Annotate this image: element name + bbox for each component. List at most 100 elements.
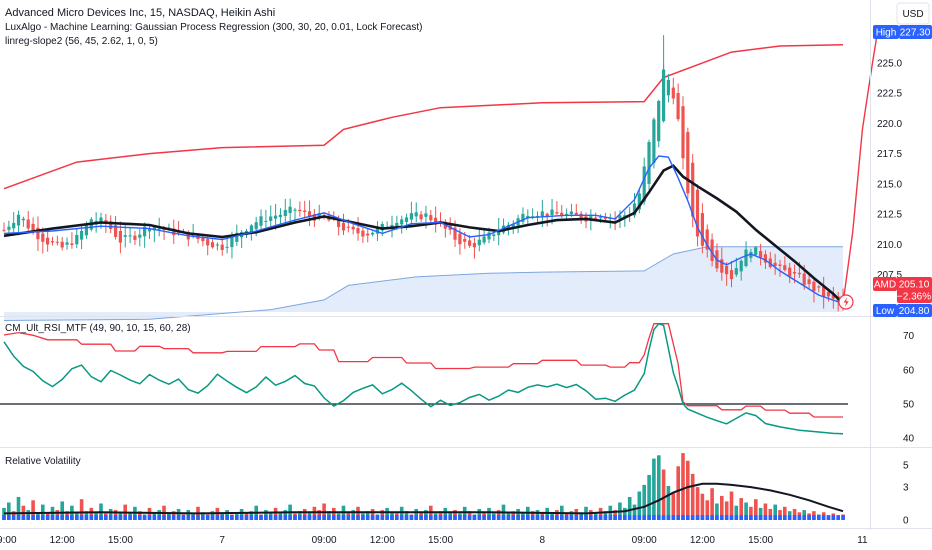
rsi-tick-label: 50 [903,400,915,411]
candle [438,212,443,227]
volatility-bar [356,506,360,520]
chart-title[interactable]: Advanced Micro Devices Inc, 15, NASDAQ, … [5,7,275,19]
volatility-bar [113,510,118,520]
volatility-base-bar [729,515,734,520]
volatility-bar [26,510,30,520]
volatility-bar [555,510,559,520]
volatility-bar [380,510,385,520]
candle [734,257,738,277]
volatility-tick-label: 3 [903,483,909,494]
time-tick-label: 09:00 [0,535,17,546]
volatility-base-bar [681,515,685,520]
volatility-base-bar [496,515,501,520]
volatility-base-bar [65,515,69,520]
candle [773,253,777,275]
volatility-bar [317,510,321,520]
volatility-base-bar [690,515,695,520]
volatility-base-bar [118,515,123,520]
volatility-base-bar [196,515,200,520]
volatility-base-bar [220,515,224,520]
volatility-base-bar [254,515,258,520]
volatility-bar [31,500,35,520]
volatility-base-bar [36,515,40,520]
volatility-base-bar [516,515,520,520]
volatility-base-bar [181,515,186,520]
candle [60,237,64,251]
volatility-bar [55,510,60,520]
volatility-bar [589,510,593,520]
candle [526,209,530,225]
candle [501,218,506,235]
volatility-base-bar [487,515,491,520]
volatility-base-bar [807,515,811,520]
volatility-base-bar [453,515,457,520]
candle [55,235,59,246]
currency-button[interactable]: USD [896,2,930,25]
volatility-base-bar [603,515,608,520]
price-tick-label: 222.5 [877,89,902,100]
volatility-base-bar [506,515,511,520]
volatility-base-bar [162,515,166,520]
candle [695,184,700,247]
volatility-base-bar [2,515,6,520]
volatility-bar [773,504,777,520]
candle [75,228,79,249]
volatility-base-bar [545,515,549,520]
candle [16,210,21,236]
trend-black-line [3,164,844,305]
volatility-base-bar [700,515,705,520]
volatility-base-bar [11,515,16,520]
volatility-base-bar [705,515,710,520]
volatility-base-bar [89,515,94,520]
volatility-bar [7,502,11,520]
volatility-base-bar [564,515,569,520]
volatility-base-bar [686,515,690,520]
candle [351,223,355,235]
candle [492,232,496,241]
volatility-base-bar [351,515,355,520]
volatility-bar [453,510,457,520]
lightning-bolt-icon[interactable] [838,294,854,310]
volatility-base-bar [812,515,816,520]
volatility-bar [462,506,467,520]
indicator-gpr-legend[interactable]: LuxAlgo - Machine Learning: Gaussian Pro… [5,22,422,33]
volatility-base-bar [283,515,288,520]
volatility-bar [734,505,739,520]
candle [686,127,690,199]
volatility-bar [632,504,637,520]
volatility-bar [157,510,161,520]
candle [521,207,525,225]
volatility-bar [657,455,661,520]
volatility-base-bar [429,515,433,520]
volatility-axis[interactable]: 0 3 5 [903,461,909,527]
rsi-legend[interactable]: CM_Ult_RSI_MTF (49, 90, 10, 15, 60, 28) [5,323,191,334]
volatility-base-bar [724,515,729,520]
time-tick-label: 12:00 [690,535,715,546]
volatility-base-bar [302,515,307,520]
volatility-base-bar [249,515,254,520]
time-tick-label: 15:00 [108,535,133,546]
rsi-pane [0,322,848,435]
rsi-axis[interactable]: 40 50 60 70 [903,331,915,445]
volatility-legend[interactable]: Relative Volatility [5,456,81,467]
candle [657,99,661,148]
volatility-base-bar [754,515,758,520]
volatility-bar [802,510,806,520]
candle [419,210,423,222]
volatility-base-bar [623,515,627,520]
candle [298,201,302,217]
last-price-tag: AMD 205.10 −2.36% [873,277,932,303]
indicator-linreg-legend[interactable]: linreg-slope2 (56, 45, 2.62, 1, 0, 5) [5,36,158,47]
candle [210,239,215,249]
time-tick-label: 15:00 [748,535,773,546]
volatility-bar [443,507,448,520]
volatility-base-bar [273,515,278,520]
volatility-bar [487,507,491,520]
candle [565,208,569,219]
volatility-base-bar [99,515,103,520]
candle [46,231,50,252]
time-axis[interactable]: 09:00 12:00 15:00 7 09:00 12:00 15:00 8 09:00 12:… [0,535,868,546]
volatility-base-bar [467,515,472,520]
price-axis[interactable]: 207.5 210.0 212.5 215.0 217.5 220.0 222.5 225.0 [877,58,902,281]
